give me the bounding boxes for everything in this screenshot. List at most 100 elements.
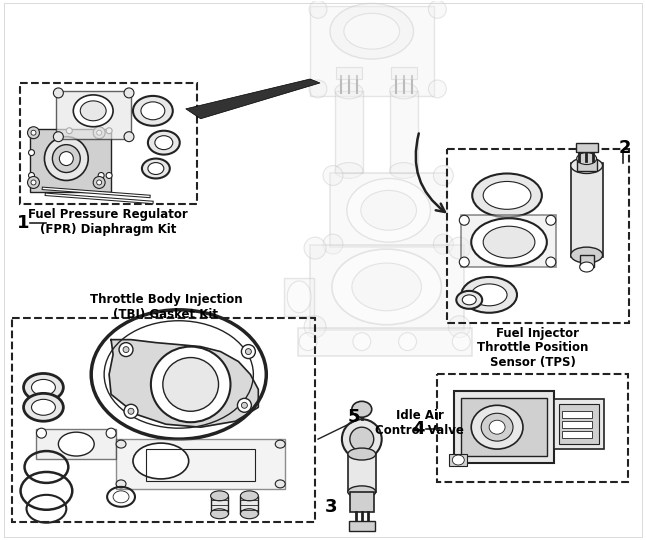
Bar	[298, 328, 472, 355]
Ellipse shape	[80, 101, 106, 121]
Ellipse shape	[28, 172, 34, 179]
Ellipse shape	[361, 191, 417, 230]
Ellipse shape	[459, 215, 469, 225]
Ellipse shape	[54, 88, 63, 98]
Ellipse shape	[577, 153, 597, 165]
Text: Throttle Body Injection
(TBI) Gasket Kit: Throttle Body Injection (TBI) Gasket Kit	[90, 293, 242, 321]
Ellipse shape	[433, 166, 453, 185]
Ellipse shape	[240, 509, 258, 519]
Ellipse shape	[242, 402, 247, 408]
Bar	[562, 431, 592, 438]
Bar	[348, 454, 376, 492]
Ellipse shape	[471, 406, 523, 449]
Ellipse shape	[240, 491, 258, 501]
Bar	[562, 411, 592, 418]
Ellipse shape	[309, 1, 327, 18]
Bar	[19, 83, 196, 204]
Ellipse shape	[323, 166, 343, 185]
Ellipse shape	[399, 333, 417, 350]
Text: 1: 1	[17, 214, 29, 232]
Ellipse shape	[471, 284, 507, 306]
Polygon shape	[185, 79, 320, 119]
Ellipse shape	[58, 432, 94, 456]
Ellipse shape	[452, 333, 470, 350]
Bar	[454, 392, 554, 463]
Ellipse shape	[119, 342, 133, 356]
Ellipse shape	[309, 80, 327, 98]
Ellipse shape	[489, 420, 505, 434]
Ellipse shape	[330, 3, 413, 59]
Ellipse shape	[390, 83, 417, 99]
Text: Fuel Injector: Fuel Injector	[496, 327, 579, 340]
Ellipse shape	[452, 455, 464, 465]
Bar	[562, 421, 592, 428]
Bar	[116, 439, 285, 489]
Bar	[330, 172, 448, 247]
Bar	[461, 215, 556, 267]
Ellipse shape	[106, 172, 112, 179]
Bar	[390, 91, 417, 172]
Ellipse shape	[238, 399, 251, 412]
Ellipse shape	[28, 127, 39, 139]
Text: 2: 2	[618, 139, 631, 157]
Polygon shape	[109, 340, 258, 427]
Text: 3: 3	[325, 498, 337, 516]
Ellipse shape	[275, 440, 285, 448]
Ellipse shape	[23, 374, 63, 401]
Ellipse shape	[304, 237, 326, 259]
Ellipse shape	[347, 179, 430, 242]
Ellipse shape	[123, 347, 129, 353]
Ellipse shape	[433, 234, 453, 254]
Ellipse shape	[352, 263, 421, 311]
Bar	[240, 496, 258, 514]
Ellipse shape	[483, 226, 535, 258]
Text: Fuel Pressure Regulator
(FPR) Diaphragm Kit: Fuel Pressure Regulator (FPR) Diaphragm …	[28, 208, 188, 237]
Ellipse shape	[323, 234, 343, 254]
Ellipse shape	[36, 428, 47, 438]
Ellipse shape	[546, 215, 556, 225]
Ellipse shape	[275, 480, 285, 488]
Bar	[350, 492, 374, 512]
Ellipse shape	[98, 128, 104, 134]
Ellipse shape	[97, 180, 101, 185]
Ellipse shape	[142, 159, 170, 179]
Bar	[56, 91, 131, 139]
Ellipse shape	[570, 247, 603, 263]
Text: Idle Air
Control Valve: Idle Air Control Valve	[375, 409, 464, 437]
Ellipse shape	[28, 177, 39, 188]
Ellipse shape	[335, 163, 363, 179]
Ellipse shape	[93, 127, 105, 139]
Ellipse shape	[32, 380, 56, 395]
Bar	[461, 399, 547, 456]
Bar	[559, 404, 599, 444]
Ellipse shape	[73, 95, 113, 127]
Bar	[437, 374, 629, 482]
Ellipse shape	[428, 1, 446, 18]
Bar	[146, 449, 255, 481]
Ellipse shape	[148, 131, 180, 154]
Bar	[554, 400, 603, 449]
Bar	[448, 148, 629, 323]
Ellipse shape	[448, 316, 470, 338]
Ellipse shape	[116, 480, 126, 488]
Ellipse shape	[113, 491, 129, 503]
Ellipse shape	[448, 237, 470, 259]
Ellipse shape	[463, 295, 476, 305]
Ellipse shape	[304, 316, 326, 338]
Bar	[310, 245, 464, 330]
Ellipse shape	[106, 428, 116, 438]
Bar	[335, 91, 363, 172]
Ellipse shape	[23, 393, 63, 421]
Ellipse shape	[67, 128, 72, 134]
Bar	[391, 67, 417, 79]
Ellipse shape	[67, 172, 72, 179]
Ellipse shape	[59, 152, 73, 166]
Ellipse shape	[31, 180, 36, 185]
Ellipse shape	[456, 291, 482, 309]
Ellipse shape	[483, 181, 531, 210]
Ellipse shape	[546, 257, 556, 267]
Ellipse shape	[353, 333, 371, 350]
Ellipse shape	[124, 132, 134, 141]
Ellipse shape	[97, 130, 101, 135]
Ellipse shape	[32, 400, 56, 415]
